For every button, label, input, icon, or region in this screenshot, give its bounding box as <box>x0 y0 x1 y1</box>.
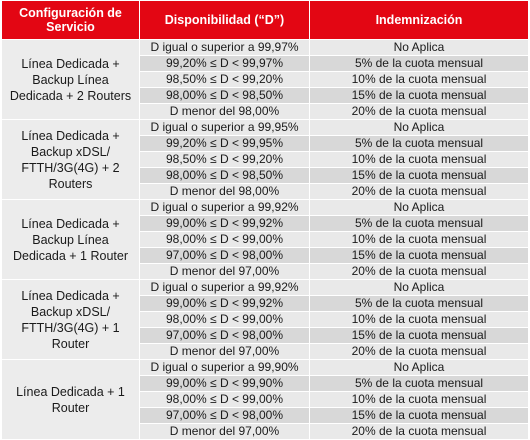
header-availability: Disponibilidad (“D”) <box>139 0 310 40</box>
compensation-cell: 5% de la cuota mensual <box>309 375 529 392</box>
table-row: 99,00% ≤ D < 99,92% 5% de la cuota mensu… <box>2 215 529 232</box>
table-row: 98,00% ≤ D < 98,50% 15% de la cuota mens… <box>2 167 529 184</box>
availability-cell: 98,00% ≤ D < 98,50% <box>139 87 310 104</box>
table-row: 99,00% ≤ D < 99,92% 5% de la cuota mensu… <box>2 295 529 312</box>
service-config-cell: Línea Dedicada + Backup Línea Dedicada +… <box>1 39 140 120</box>
table-row: D menor del 97,00% 20% de la cuota mensu… <box>2 343 529 360</box>
compensation-cell: 20% de la cuota mensual <box>309 263 529 280</box>
availability-cell: 99,20% ≤ D < 99,95% <box>139 135 310 152</box>
table-row: 99,20% ≤ D < 99,97% 5% de la cuota mensu… <box>2 55 529 72</box>
table-row: 97,00% ≤ D < 98,00% 15% de la cuota mens… <box>2 327 529 344</box>
compensation-cell: 5% de la cuota mensual <box>309 135 529 152</box>
table-row: 98,50% ≤ D < 99,20% 10% de la cuota mens… <box>2 71 529 88</box>
compensation-cell: 20% de la cuota mensual <box>309 183 529 200</box>
table-row: 98,50% ≤ D < 99,20% 10% de la cuota mens… <box>2 151 529 168</box>
table-row: 98,00% ≤ D < 98,50% 15% de la cuota mens… <box>2 87 529 104</box>
compensation-cell: 15% de la cuota mensual <box>309 167 529 184</box>
availability-cell: 97,00% ≤ D < 98,00% <box>139 327 310 344</box>
availability-cell: 98,50% ≤ D < 99,20% <box>139 71 310 88</box>
compensation-cell: 15% de la cuota mensual <box>309 87 529 104</box>
availability-cell: 98,00% ≤ D < 99,00% <box>139 391 310 408</box>
availability-cell: 98,50% ≤ D < 99,20% <box>139 151 310 168</box>
table-row: D menor del 97,00% 20% de la cuota mensu… <box>2 263 529 280</box>
compensation-cell: 10% de la cuota mensual <box>309 151 529 168</box>
availability-cell: D menor del 97,00% <box>139 423 310 440</box>
compensation-cell: 10% de la cuota mensual <box>309 311 529 328</box>
availability-cell: D menor del 97,00% <box>139 343 310 360</box>
availability-cell: D igual o superior a 99,90% <box>139 359 310 376</box>
compensation-cell: No Aplica <box>309 119 529 136</box>
availability-cell: 99,00% ≤ D < 99,90% <box>139 375 310 392</box>
table-row: D menor del 98,00% 20% de la cuota mensu… <box>2 183 529 200</box>
availability-cell: 99,00% ≤ D < 99,92% <box>139 215 310 232</box>
compensation-cell: 10% de la cuota mensual <box>309 231 529 248</box>
compensation-cell: 10% de la cuota mensual <box>309 391 529 408</box>
compensation-cell: 20% de la cuota mensual <box>309 343 529 360</box>
availability-cell: 99,20% ≤ D < 99,97% <box>139 55 310 72</box>
compensation-cell: 15% de la cuota mensual <box>309 407 529 424</box>
service-config-cell: Línea Dedicada + Backup xDSL/ FTTH/3G(4G… <box>1 279 140 360</box>
compensation-cell: No Aplica <box>309 199 529 216</box>
table-row: Línea Dedicada + 1 Router D igual o supe… <box>1 359 529 440</box>
availability-cell: 99,00% ≤ D < 99,92% <box>139 295 310 312</box>
availability-cell: 97,00% ≤ D < 98,00% <box>139 247 310 264</box>
service-config-cell: Línea Dedicada + Backup Línea Dedicada +… <box>1 199 140 280</box>
table-body: Línea Dedicada + Backup Línea Dedicada +… <box>1 39 529 440</box>
header-compensation: Indemnización <box>309 0 529 40</box>
service-config-cell: Línea Dedicada + Backup xDSL/ FTTH/3G(4G… <box>1 119 140 200</box>
compensation-cell: 5% de la cuota mensual <box>309 55 529 72</box>
service-config-cell: Línea Dedicada + 1 Router <box>1 359 140 440</box>
availability-cell: D igual o superior a 99,95% <box>139 119 310 136</box>
table-row: 98,00% ≤ D < 99,00% 10% de la cuota mens… <box>2 231 529 248</box>
availability-cell: D igual o superior a 99,92% <box>139 199 310 216</box>
compensation-cell: 15% de la cuota mensual <box>309 247 529 264</box>
compensation-cell: No Aplica <box>309 39 529 56</box>
availability-cell: D igual o superior a 99,97% <box>139 39 310 56</box>
table-row: Línea Dedicada + Backup xDSL/ FTTH/3G(4G… <box>1 279 529 360</box>
compensation-cell: 10% de la cuota mensual <box>309 71 529 88</box>
compensation-cell: 5% de la cuota mensual <box>309 295 529 312</box>
table-row: 98,00% ≤ D < 99,00% 10% de la cuota mens… <box>2 391 529 408</box>
availability-cell: 98,00% ≤ D < 99,00% <box>139 311 310 328</box>
compensation-cell: 20% de la cuota mensual <box>309 423 529 440</box>
header-row: Configuración de Servicio Disponibilidad… <box>1 0 529 40</box>
availability-cell: 98,00% ≤ D < 99,00% <box>139 231 310 248</box>
table-row: Línea Dedicada + Backup Línea Dedicada +… <box>1 39 529 120</box>
compensation-cell: No Aplica <box>309 359 529 376</box>
table-row: 98,00% ≤ D < 99,00% 10% de la cuota mens… <box>2 311 529 328</box>
availability-cell: 98,00% ≤ D < 98,50% <box>139 167 310 184</box>
compensation-cell: 15% de la cuota mensual <box>309 327 529 344</box>
table-row: Línea Dedicada + Backup Línea Dedicada +… <box>1 199 529 280</box>
availability-cell: D menor del 97,00% <box>139 263 310 280</box>
availability-cell: D menor del 98,00% <box>139 103 310 120</box>
compensation-cell: 5% de la cuota mensual <box>309 215 529 232</box>
availability-cell: 97,00% ≤ D < 98,00% <box>139 407 310 424</box>
compensation-cell: 20% de la cuota mensual <box>309 103 529 120</box>
header-service: Configuración de Servicio <box>1 0 140 40</box>
table-row: Línea Dedicada + Backup xDSL/ FTTH/3G(4G… <box>1 119 529 200</box>
availability-cell: D menor del 98,00% <box>139 183 310 200</box>
availability-cell: D igual o superior a 99,92% <box>139 279 310 296</box>
compensation-cell: No Aplica <box>309 279 529 296</box>
table-row: 99,20% ≤ D < 99,95% 5% de la cuota mensu… <box>2 135 529 152</box>
